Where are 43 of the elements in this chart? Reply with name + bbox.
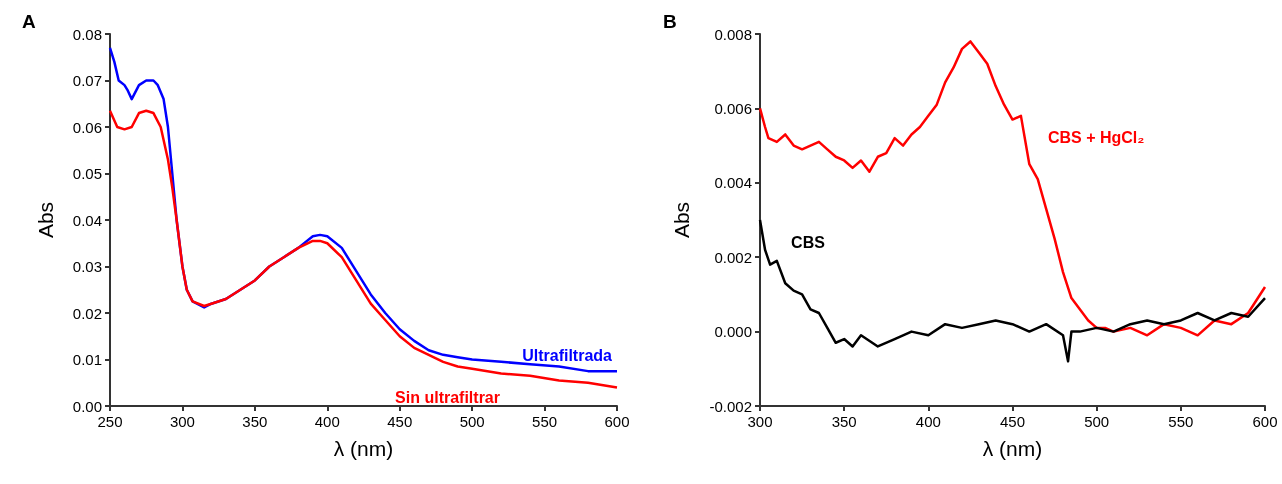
y-axis-title: Abs <box>670 201 693 239</box>
x-axis-title: λ (nm) <box>333 437 394 460</box>
x-tick-label: 300 <box>747 413 773 430</box>
series-label: CBS <box>791 234 826 252</box>
line-series <box>758 218 1267 363</box>
series-label: Ultrafiltrada <box>522 346 613 364</box>
line-series <box>758 40 1267 337</box>
x-tick-label: 500 <box>459 413 485 430</box>
x-tick-label: 550 <box>1168 413 1194 430</box>
x-tick-label: 350 <box>831 413 857 430</box>
y-tick-label: 0.03 <box>72 258 102 275</box>
x-tick-label: 350 <box>242 413 268 430</box>
y-tick-label: 0.07 <box>72 72 102 89</box>
y-tick-label: 0.05 <box>72 165 102 182</box>
x-tick-label: 450 <box>387 413 413 430</box>
y-axis-title: Abs <box>34 201 57 239</box>
y-tick-label: 0.04 <box>72 211 102 229</box>
text: B <box>663 11 677 32</box>
series-label: CBS + HgCl₂ <box>1047 129 1145 147</box>
y-tick-label: 0.000 <box>714 323 752 341</box>
y-tick-label: 0.004 <box>714 174 752 192</box>
x-tick-label: 450 <box>999 413 1026 430</box>
y-tick-label: 0.00 <box>72 397 102 415</box>
y-tick-label: 0.02 <box>72 304 102 322</box>
y-tick-label: 0.08 <box>72 25 102 43</box>
x-tick-label: 550 <box>532 413 558 430</box>
text: A <box>22 11 36 32</box>
x-tick-label: 500 <box>1084 413 1110 430</box>
x-tick-label: 600 <box>604 413 630 430</box>
line-series <box>108 109 619 389</box>
x-tick-label: 400 <box>915 413 941 430</box>
y-tick-label: 0.006 <box>714 99 752 117</box>
series-label: Sin ultrafiltrar <box>395 388 500 406</box>
y-tick-label: -0.002 <box>709 397 752 415</box>
x-tick-label: 250 <box>97 413 123 430</box>
y-tick-label: 0.06 <box>72 118 102 136</box>
y-tick-label: 0.008 <box>714 25 752 43</box>
y-tick-label: 0.01 <box>72 351 102 368</box>
x-axis-title: λ (nm) <box>982 437 1043 460</box>
x-tick-label: 600 <box>1252 413 1278 430</box>
x-tick-label: 300 <box>169 413 195 430</box>
y-tick-label: 0.002 <box>714 248 752 266</box>
x-tick-label: 400 <box>314 413 340 430</box>
